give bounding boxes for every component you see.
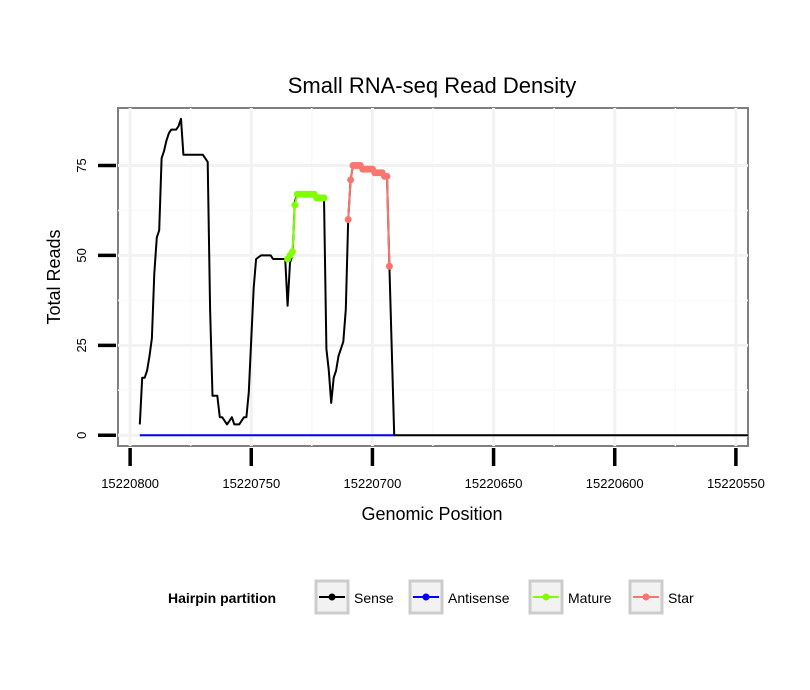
series-point-star <box>385 262 393 270</box>
series-point-star <box>344 215 352 223</box>
legend: Hairpin partition Sense Antisense Mature St… <box>168 579 694 615</box>
grid-major <box>118 108 748 446</box>
x-tick-label: 15220600 <box>586 476 644 491</box>
chart-title: Small RNA-seq Read Density <box>288 73 577 98</box>
legend-label-sense: Sense <box>354 590 394 606</box>
legend-key-point <box>542 593 550 601</box>
legend-key-point <box>422 593 430 601</box>
series-point-mature <box>320 194 328 202</box>
series-point-mature <box>291 201 299 209</box>
x-tick-label: 15220650 <box>465 476 523 491</box>
x-tick-label: 15220800 <box>101 476 159 491</box>
series-point-mature <box>288 248 296 256</box>
series-point-star <box>347 176 355 184</box>
legend-label-mature: Mature <box>568 590 612 606</box>
legend-title: Hairpin partition <box>168 590 276 606</box>
y-tick-label: 25 <box>74 338 89 352</box>
y-axis: 0 25 50 75 <box>74 158 116 439</box>
legend-key-point <box>642 593 650 601</box>
series-markers <box>284 162 393 270</box>
y-tick-label: 75 <box>74 158 89 172</box>
legend-label-star: Star <box>668 590 694 606</box>
y-tick-label: 0 <box>74 432 89 439</box>
series-point-star <box>383 172 391 180</box>
legend-key-point <box>328 593 336 601</box>
x-tick-label: 15220550 <box>707 476 765 491</box>
x-axis-title: Genomic Position <box>361 504 502 524</box>
x-tick-label: 15220750 <box>222 476 280 491</box>
legend-label-antisense: Antisense <box>448 590 510 606</box>
x-tick-label: 15220700 <box>344 476 402 491</box>
x-axis: 15220800 15220750 15220700 15220650 15220600… <box>101 448 765 491</box>
y-tick-label: 50 <box>74 248 89 262</box>
y-axis-title: Total Reads <box>44 229 64 324</box>
